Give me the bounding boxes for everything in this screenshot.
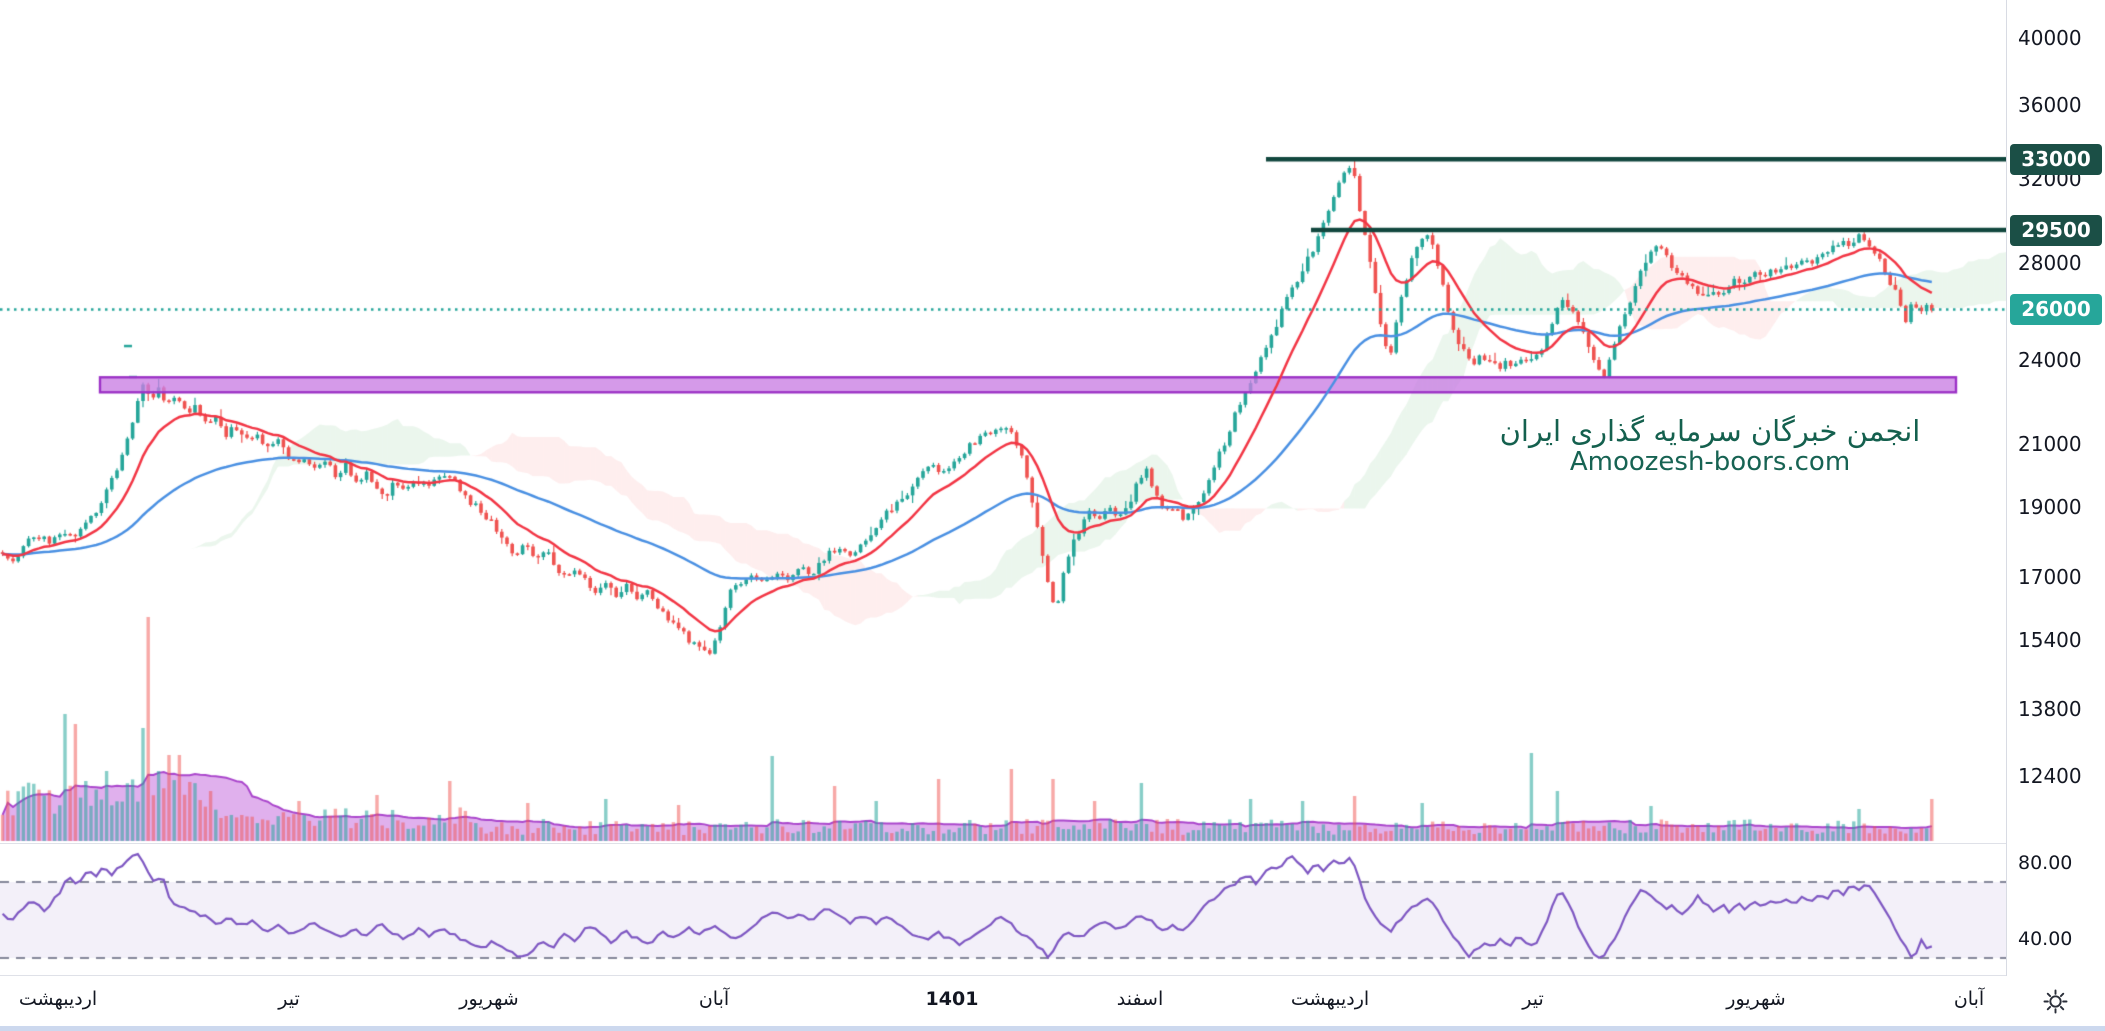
pane-resize-separator[interactable] [0,843,2105,844]
price-level-chip-33000: 33000 [2010,143,2102,175]
price-level-chip-26000: 26000 [2010,294,2102,326]
time-tick-label: آبان [1953,988,1985,1010]
time-tick-label: 1401 [925,988,979,1010]
price-tick-label: 17000 [2018,565,2082,590]
price-tick-label: 28000 [2018,250,2082,275]
axis-corner [2006,976,2105,1026]
time-tick-label: اسفند [1116,988,1164,1010]
scroll-strip [0,1026,2105,1031]
rsi-tick-label: 80.00 [2018,852,2073,874]
price-tick-label: 12400 [2018,764,2082,789]
time-tick-label: تیر [278,988,300,1010]
rsi-tick-label: 40.00 [2018,928,2073,950]
price-tick-label: 21000 [2018,432,2082,457]
price-tick-label: 24000 [2018,348,2082,372]
price-axis[interactable]: 40000 36000 32000 28000 24000 21000 19000 17000… [2006,0,2105,1031]
time-tick-label: شهریور [459,988,519,1010]
price-tick-label: 36000 [2018,92,2082,117]
price-level-chip-29500: 29500 [2010,214,2102,246]
time-tick-label: شهریور [1726,988,1786,1010]
time-tick-label: اردیبهشت [1290,988,1370,1010]
time-axis-separator[interactable] [0,975,2105,976]
time-tick-label: تیر [1522,988,1544,1010]
gear-icon[interactable] [2042,988,2069,1015]
time-axis[interactable]: اردیبهشت تیر شهریور آبان 1401 اسفند اردیبهشت تی… [0,976,2006,1026]
price-tick-label: 15400 [2018,627,2082,652]
time-tick-label: آبان [698,988,730,1010]
price-tick-label: 19000 [2018,495,2082,520]
price-tick-label: 40000 [2018,26,2082,51]
time-tick-label: اردیبهشت [18,988,98,1010]
price-tick-label: 13800 [2018,696,2082,721]
